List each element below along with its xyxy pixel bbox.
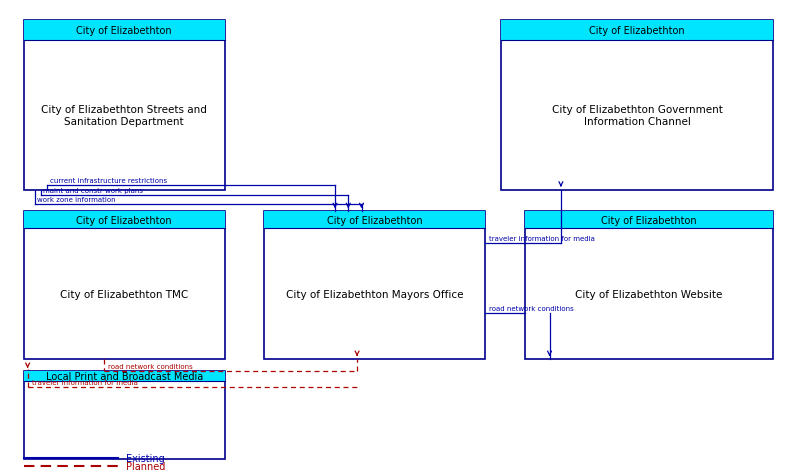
Text: work zone information: work zone information [37, 197, 116, 203]
Text: traveler information for media: traveler information for media [32, 379, 137, 385]
Text: Local Print and Broadcast Media: Local Print and Broadcast Media [46, 371, 203, 381]
Text: City of Elizabethton: City of Elizabethton [77, 26, 172, 36]
Bar [24, 212, 225, 359]
Text: City of Elizabethton: City of Elizabethton [77, 215, 172, 225]
Text: City of Elizabethton Streets and
Sanitation Department: City of Elizabethton Streets and Sanitat… [41, 105, 208, 127]
Bar [264, 212, 485, 229]
Bar [525, 212, 773, 359]
Bar [24, 212, 225, 229]
Text: City of Elizabethton Website: City of Elizabethton Website [575, 289, 723, 299]
Text: road network conditions: road network conditions [489, 306, 574, 312]
Text: City of Elizabethton: City of Elizabethton [327, 215, 423, 225]
Text: Existing: Existing [126, 453, 165, 463]
Bar [501, 21, 773, 41]
Text: traveler information for media: traveler information for media [489, 235, 595, 241]
Text: road network conditions: road network conditions [108, 363, 193, 369]
Text: City of Elizabethton: City of Elizabethton [601, 215, 697, 225]
Bar [501, 21, 773, 190]
Text: maint and constr work plans: maint and constr work plans [43, 187, 144, 193]
Text: City of Elizabethton Government
Information Channel: City of Elizabethton Government Informat… [552, 105, 723, 127]
Text: City of Elizabethton TMC: City of Elizabethton TMC [60, 289, 189, 299]
Bar [264, 212, 485, 359]
Bar [24, 21, 225, 41]
Bar [24, 371, 225, 381]
Bar [525, 212, 773, 229]
Text: current infrastructure restrictions: current infrastructure restrictions [50, 178, 166, 184]
Text: City of Elizabethton Mayors Office: City of Elizabethton Mayors Office [286, 289, 463, 299]
Bar [24, 21, 225, 190]
Bar [24, 371, 225, 459]
Text: Planned: Planned [126, 461, 166, 470]
Text: City of Elizabethton: City of Elizabethton [589, 26, 685, 36]
